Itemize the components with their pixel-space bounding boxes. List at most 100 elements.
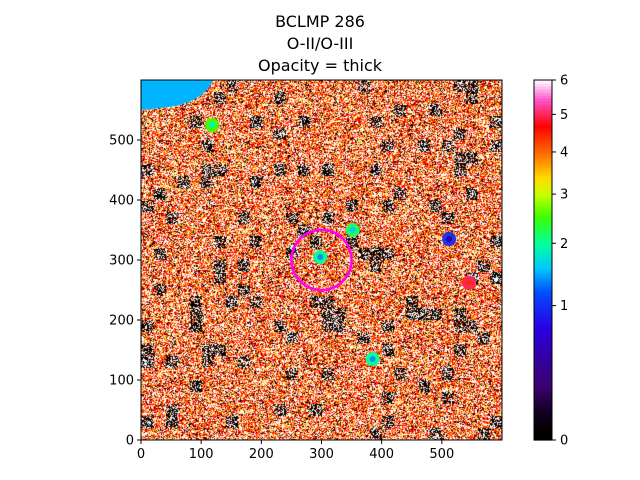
colorbar-segment xyxy=(534,377,552,381)
colorbar-segment xyxy=(534,296,552,300)
source-core-5 xyxy=(208,122,215,128)
plot-area xyxy=(140,79,503,441)
colorbar-segment xyxy=(534,287,552,291)
colorbar-segment xyxy=(534,434,552,438)
colorbar-segment xyxy=(534,347,552,351)
colorbar-segment xyxy=(534,416,552,420)
colorbar-segment xyxy=(534,101,552,105)
colorbar-segment xyxy=(534,80,552,84)
colorbar-segment xyxy=(534,149,552,153)
colorbar-segment xyxy=(534,194,552,198)
colorbar-segment xyxy=(534,209,552,213)
colorbar-tick-label: 1 xyxy=(560,299,568,314)
colorbar-segment xyxy=(534,335,552,339)
colorbar-tick-label: 6 xyxy=(560,74,568,89)
colorbar-segment xyxy=(534,140,552,144)
colorbar-segment xyxy=(534,314,552,318)
colorbar-segment xyxy=(534,131,552,135)
colorbar-segment xyxy=(534,236,552,240)
colorbar-segment xyxy=(534,344,552,348)
colorbar-segment xyxy=(534,221,552,225)
colorbar-segment xyxy=(534,386,552,390)
y-tick-label: 100 xyxy=(109,374,134,389)
colorbar-tick-label: 3 xyxy=(560,188,568,203)
source-core-1 xyxy=(317,254,324,260)
colorbar-segment xyxy=(534,362,552,366)
colorbar-segment xyxy=(534,119,552,123)
x-tick-label: 0 xyxy=(137,447,145,462)
y-tick-label: 200 xyxy=(109,314,134,329)
colorbar-segment xyxy=(534,260,552,264)
colorbar-segment xyxy=(534,422,552,426)
colorbar-segment xyxy=(534,401,552,405)
colorbar-segment xyxy=(534,245,552,249)
colorbar-segment xyxy=(534,95,552,99)
colorbar-segment xyxy=(534,332,552,336)
source-core-6 xyxy=(349,227,356,233)
colorbar-segment xyxy=(534,212,552,216)
colorbar-segment xyxy=(534,404,552,408)
colorbar-segment xyxy=(534,275,552,279)
colorbar-segment xyxy=(534,128,552,132)
colorbar-segment xyxy=(534,410,552,414)
colorbar-segment xyxy=(534,215,552,219)
colorbar-segment xyxy=(534,242,552,246)
colorbar-segment xyxy=(534,98,552,102)
y-tick-label: 500 xyxy=(109,134,134,149)
colorbar-segment xyxy=(534,83,552,87)
colorbar-segment xyxy=(534,284,552,288)
colorbar-segment xyxy=(534,305,552,309)
colorbar-segment xyxy=(534,230,552,234)
colorbar-segment xyxy=(534,428,552,432)
y-axis: 0 100 200 300 400 500 xyxy=(109,134,141,449)
x-tick-label: 300 xyxy=(309,447,334,462)
colorbar-segment xyxy=(534,359,552,363)
colorbar-segment xyxy=(534,299,552,303)
colorbar-segment xyxy=(534,218,552,222)
colorbar-segment xyxy=(534,170,552,174)
colorbar-segment xyxy=(534,206,552,210)
colorbar-segment xyxy=(534,107,552,111)
y-tick-label: 0 xyxy=(126,434,134,449)
colorbar-tick-label: 5 xyxy=(560,108,568,123)
x-tick-label: 100 xyxy=(189,447,214,462)
chart-title-line-1: BCLMP 286 xyxy=(275,12,365,31)
colorbar-segment xyxy=(534,389,552,393)
x-tick-label: 400 xyxy=(369,447,394,462)
colorbar-segment xyxy=(534,146,552,150)
colorbar-segment xyxy=(534,383,552,387)
colorbar-segment xyxy=(534,167,552,171)
colorbar-segment xyxy=(534,419,552,423)
x-tick-label: 200 xyxy=(249,447,274,462)
colorbar-segment xyxy=(534,374,552,378)
colorbar-segment xyxy=(534,116,552,120)
colorbar-segment xyxy=(534,89,552,93)
colorbar-segment xyxy=(534,143,552,147)
colorbar-segment xyxy=(534,92,552,96)
colorbar-segment xyxy=(534,269,552,273)
colorbar-segment xyxy=(534,350,552,354)
source-core-3 xyxy=(446,236,453,242)
colorbar-segment xyxy=(534,353,552,357)
colorbar-segment xyxy=(534,431,552,435)
colorbar-segment xyxy=(534,293,552,297)
colorbar-segment xyxy=(534,323,552,327)
colorbar-segment xyxy=(534,203,552,207)
colorbar-segment xyxy=(534,392,552,396)
colorbar-segment xyxy=(534,326,552,330)
colorbar-segment xyxy=(534,368,552,372)
colorbar-segment xyxy=(534,371,552,375)
colorbar-segment xyxy=(534,380,552,384)
colorbar-segment xyxy=(534,302,552,306)
colorbar-frame xyxy=(533,79,553,441)
colorbar-segment xyxy=(534,365,552,369)
colorbar-segment xyxy=(534,227,552,231)
colorbar-segment xyxy=(534,263,552,267)
x-tick-label: 500 xyxy=(429,447,454,462)
aperture-circle xyxy=(290,228,353,292)
colorbar-segment xyxy=(534,398,552,402)
colorbar-segment xyxy=(534,356,552,360)
source-core-4 xyxy=(465,279,472,286)
colorbar-segment xyxy=(534,104,552,108)
